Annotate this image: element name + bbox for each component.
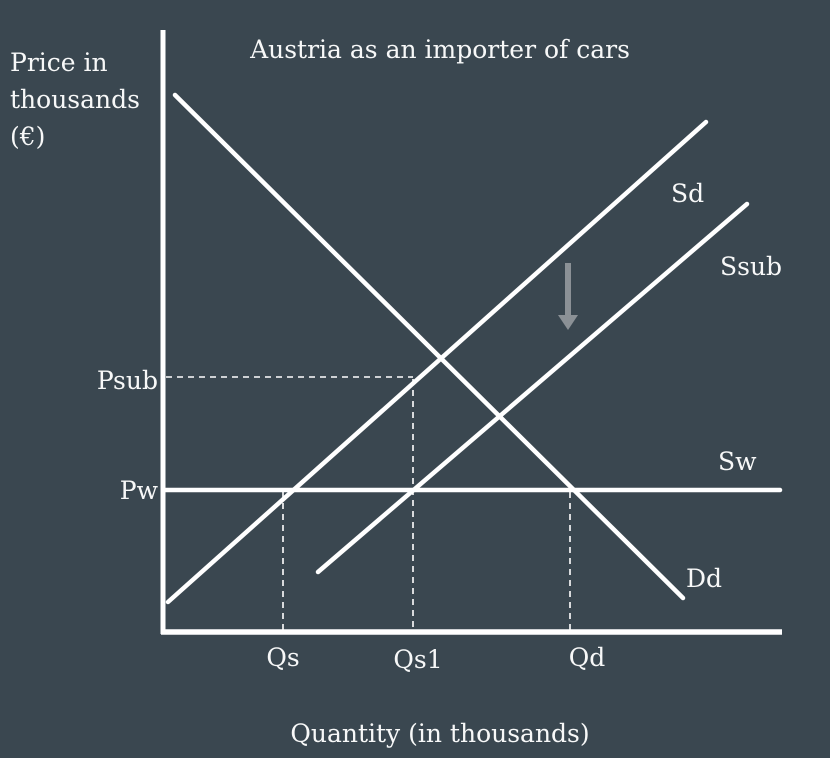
curve-label-ssub: Ssub xyxy=(720,252,783,281)
sd-curve xyxy=(165,119,709,605)
quantity-tick-qs1: Qs1 xyxy=(393,645,443,674)
dd-curve xyxy=(172,92,686,601)
price-tick-pw: Pw xyxy=(119,476,158,505)
chart-title: Austria as an importer of cars xyxy=(250,35,630,64)
x-axis-label: Quantity (in thousands) xyxy=(290,719,590,748)
curve-label-dd: Dd xyxy=(686,564,723,593)
ssub-curve xyxy=(315,201,750,575)
price-tick-psub: Psub xyxy=(96,366,158,395)
y-axis-label-line1: Price in xyxy=(10,48,108,77)
curve-label-sw: Sw xyxy=(718,447,757,476)
curve-label-sd: Sd xyxy=(671,179,705,208)
y-axis-label-line2: thousands xyxy=(10,85,140,114)
shift-down-arrow-head xyxy=(558,315,578,330)
quantity-tick-qs: Qs xyxy=(266,643,300,672)
y-axis-label-line3: (€) xyxy=(10,122,46,151)
y-axis-label: Price in thousands (€) xyxy=(10,44,180,155)
quantity-tick-qd: Qd xyxy=(568,643,606,672)
